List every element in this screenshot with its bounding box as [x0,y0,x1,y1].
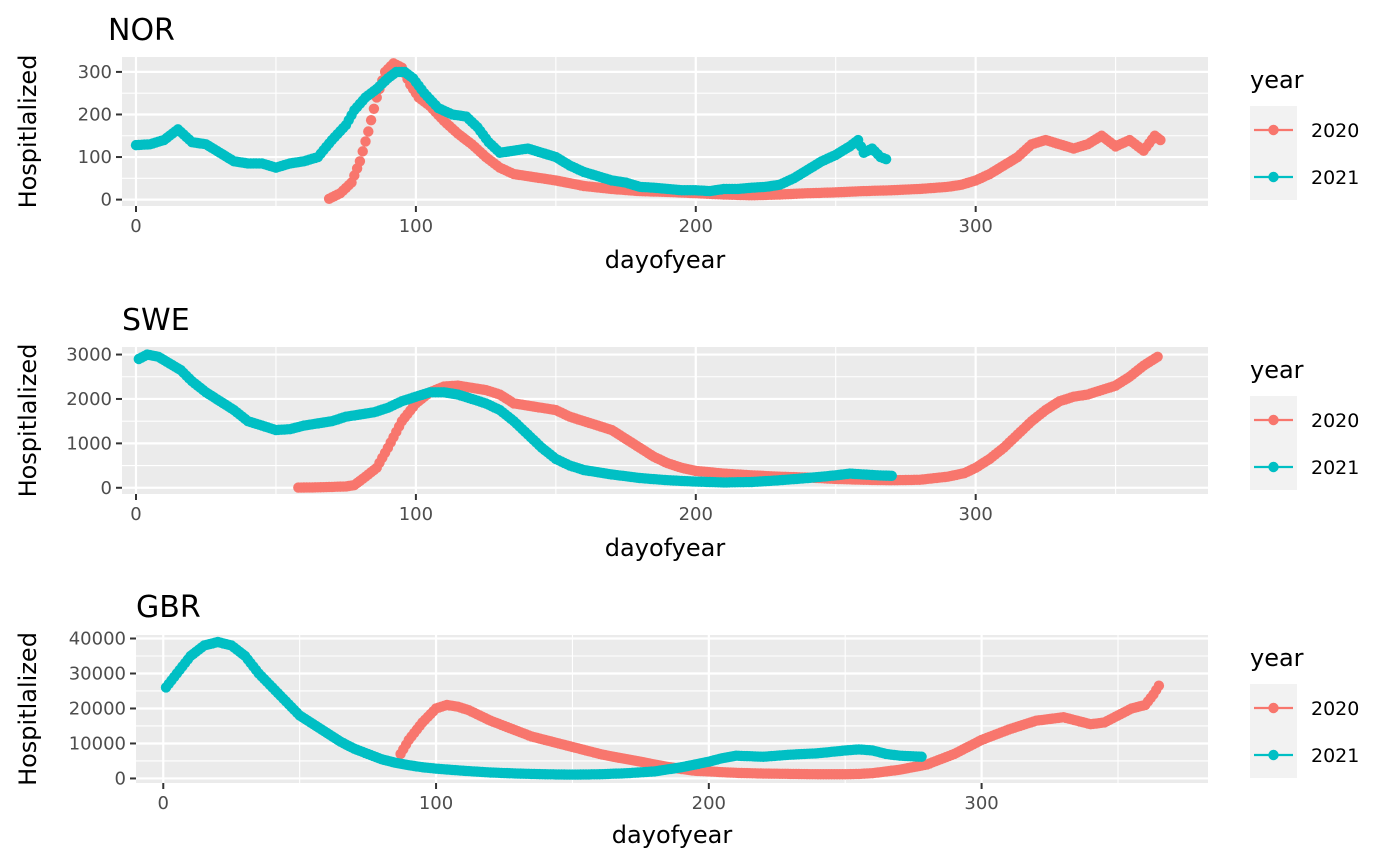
y-tick-label: 3000 [66,345,112,366]
y-tick-label: 40000 [69,628,126,649]
x-axis-title: dayofyear [612,821,733,849]
x-tick-label: 100 [419,793,453,814]
y-tick-label: 0 [115,768,126,789]
legend-title: year [1250,356,1304,384]
y-tick-label: 300 [78,62,112,83]
legend-label: 2020 [1311,698,1359,720]
y-tick-label: 0 [101,478,112,499]
legend-key-background [1250,684,1297,778]
legend-key-point [1268,461,1279,473]
data-point [360,136,371,147]
data-point [365,114,377,126]
data-point [363,126,374,137]
facet-swe: 0 100 200 3000100020003000SWEdayofyearHospi… [14,303,1359,562]
x-tick-label: 300 [959,216,993,237]
legend-key-point [1268,124,1279,136]
legend: year 2020 2021 [1250,356,1359,490]
data-point [1155,134,1166,146]
legend-key-background [1250,106,1297,200]
legend: year 2020 2021 [1250,644,1359,778]
y-tick-label: 10000 [69,733,126,754]
legend-label: 2021 [1311,457,1359,479]
facet-title: GBR [136,590,201,625]
x-axis-title: dayofyear [605,534,726,562]
facet-title: SWE [122,303,190,338]
x-tick-label: 200 [692,793,726,814]
data-point [354,156,366,167]
x-tick-label: 0 [130,504,141,525]
y-axis-title: Hospitlalized [14,632,42,786]
legend-key-background [1250,396,1297,490]
y-axis-title: Hospitlalized [14,344,42,498]
data-point [357,146,368,157]
series-2021 [133,349,897,488]
x-tick-label: 0 [158,793,169,814]
x-tick-label: 0 [130,216,141,237]
y-tick-label: 100 [78,147,112,168]
legend-label: 2020 [1311,410,1359,432]
legend-label: 2021 [1311,745,1359,767]
data-point [368,103,380,114]
panel-background [122,347,1208,494]
legend-key-point [1268,702,1279,714]
series-2020 [395,680,1165,780]
x-tick-label: 300 [964,793,998,814]
x-tick-label: 200 [679,504,713,525]
data-point [1152,351,1163,362]
legend-title: year [1250,66,1304,94]
y-tick-label: 20000 [69,698,126,719]
facet-gbr: 0 100 200 300 0 10000 20000 30000 40000 GBR dayofy… [14,590,1359,849]
y-tick-label: 200 [78,104,112,125]
legend-label: 2021 [1311,167,1359,189]
legend: year 2020 2021 [1250,66,1359,200]
legend-label: 2020 [1311,120,1359,142]
y-axis-title: Hospitlalized [14,55,42,209]
facet-nor: 0 100 200 300 0 100 200 300 NOR dayofyear Hospitla… [14,13,1359,274]
series-2021 [160,636,927,780]
series-2021 [130,66,892,197]
panel-background [122,57,1208,206]
facet-title: NOR [108,13,175,48]
data-point [1153,680,1165,691]
x-axis-title: dayofyear [605,246,726,274]
data-point [880,153,892,165]
x-tick-label: 100 [399,216,433,237]
data-point [886,470,897,481]
data-point [916,751,927,762]
y-tick-label: 0 [101,190,112,211]
y-tick-label: 30000 [69,663,126,684]
legend-key-point [1268,749,1279,761]
x-tick-label: 300 [959,504,993,525]
y-tick-label: 2000 [66,389,112,410]
legend-key-point [1268,171,1279,183]
legend-key-point [1268,414,1279,426]
x-tick-label: 200 [679,216,713,237]
x-tick-label: 100 [399,504,433,525]
legend-title: year [1250,644,1304,672]
y-tick-label: 1000 [66,433,112,454]
